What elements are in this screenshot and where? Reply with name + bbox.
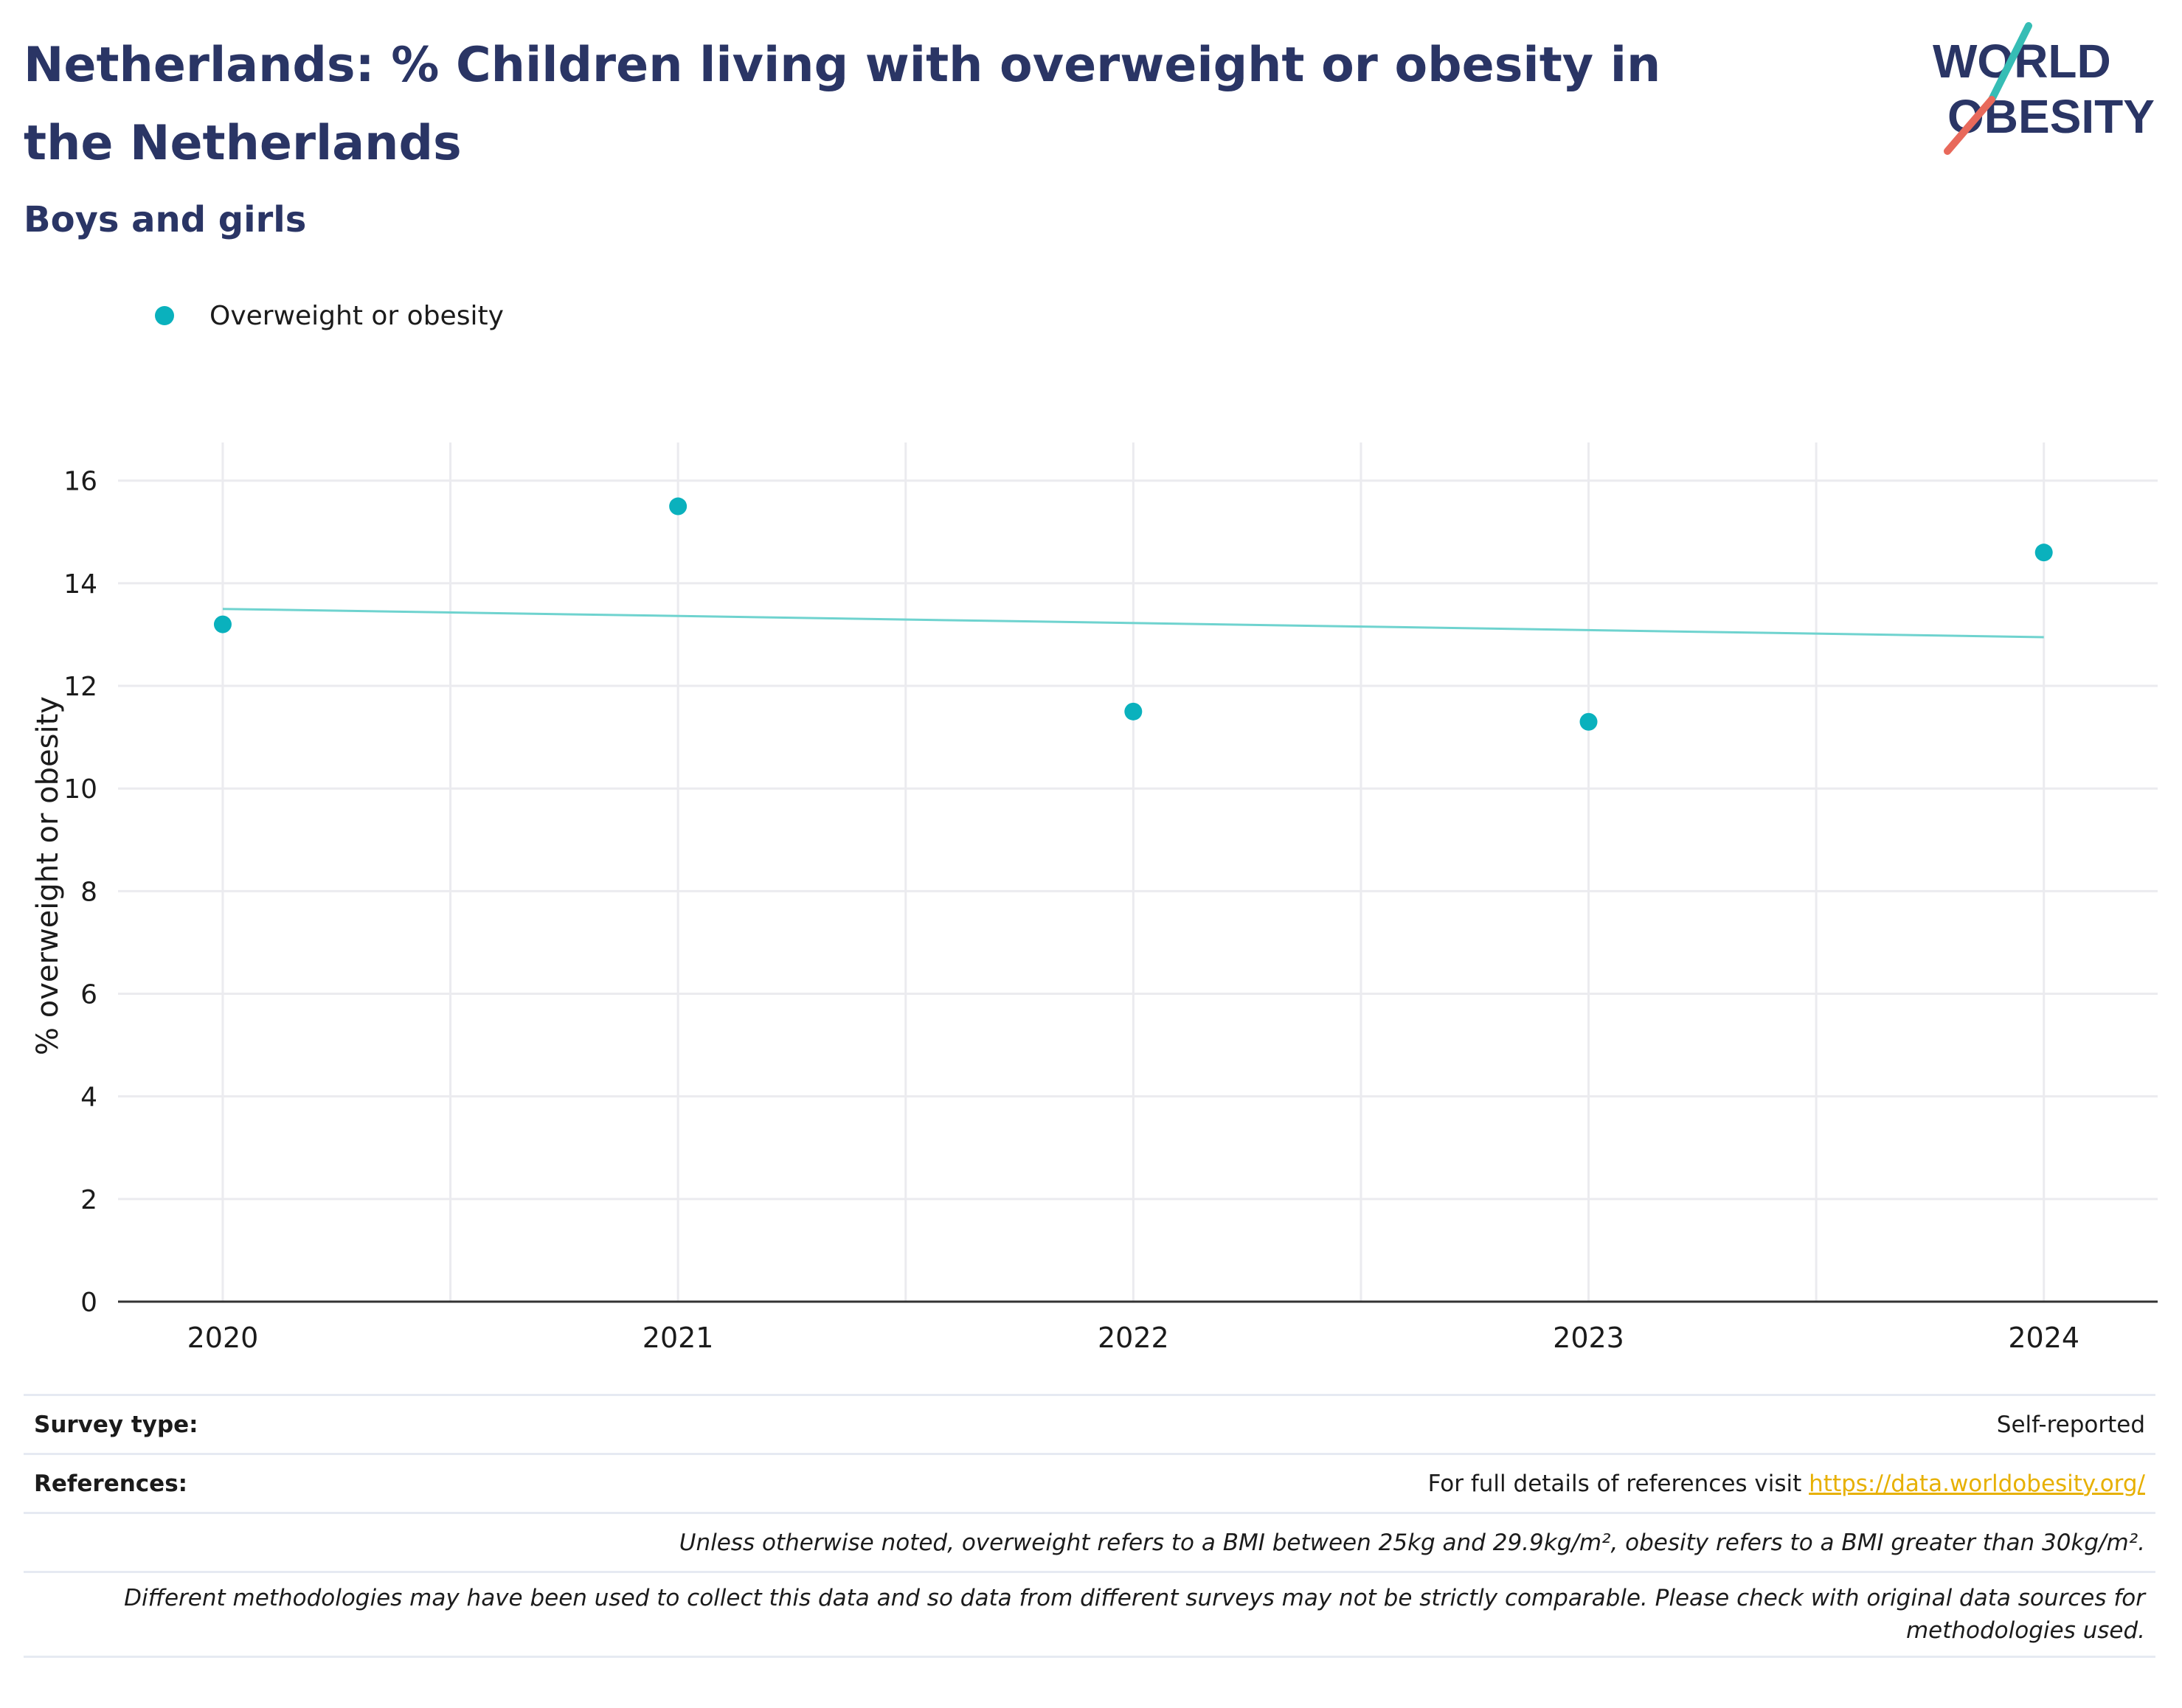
y-tick-label: 10 xyxy=(63,774,97,805)
y-axis-label: % overweight or obesity xyxy=(31,696,65,1055)
legend[interactable]: Overweight or obesity xyxy=(155,294,504,338)
references-label: References: xyxy=(34,1470,188,1497)
bmi-note-row: Unless otherwise noted, overweight refer… xyxy=(24,1512,2155,1571)
methods-note: Different methodologies may have been us… xyxy=(124,1585,2145,1644)
trendline xyxy=(222,608,2044,639)
legend-marker-icon xyxy=(155,306,174,325)
x-tick-label: 2023 xyxy=(1553,1322,1624,1354)
legend-label: Overweight or obesity xyxy=(209,300,504,331)
y-tick-label: 14 xyxy=(63,569,97,600)
y-tick-label: 8 xyxy=(80,877,97,907)
y-tick-label: 12 xyxy=(63,672,97,702)
survey-type-label: Survey type: xyxy=(34,1411,198,1438)
references-info: For full details of references visit htt… xyxy=(1428,1471,2145,1497)
x-tick-label: 2024 xyxy=(2008,1322,2079,1354)
chart-title: Netherlands: % Children living with over… xyxy=(24,38,1661,171)
data-point xyxy=(669,497,687,515)
survey-type-value: Self-reported xyxy=(1996,1411,2145,1438)
chart-subtitle: Boys and girls xyxy=(24,199,307,240)
x-tick-label: 2022 xyxy=(1098,1322,1169,1354)
scatter-chart: 0 2 4 6 8 10 12 14 16 2020 2021 2022 2023 2024 % overw… xyxy=(31,442,2158,1354)
methods-note-row: Different methodologies may have been us… xyxy=(24,1571,2155,1658)
data-point xyxy=(1579,712,1598,731)
y-tick-label: 6 xyxy=(80,980,97,1010)
y-tick-label: 16 xyxy=(63,467,97,497)
y-tick-label: 4 xyxy=(80,1083,97,1113)
x-tick-label: 2021 xyxy=(643,1322,714,1354)
y-tick-label: 0 xyxy=(80,1288,97,1318)
references-text: For full details of references visit xyxy=(1427,1470,1802,1497)
survey-type-row: Survey type: Self-reported xyxy=(24,1394,2155,1453)
references-row: References: For full details of referenc… xyxy=(24,1453,2155,1512)
data-point xyxy=(2034,544,2053,562)
y-tick-label: 2 xyxy=(80,1185,97,1215)
data-point xyxy=(1124,702,1143,721)
x-tick-label: 2020 xyxy=(187,1322,259,1354)
data-point xyxy=(213,615,232,633)
references-link[interactable]: https://data.worldobesity.org/ xyxy=(1809,1470,2145,1497)
footer-table: Survey type: Self-reported References: F… xyxy=(24,1394,2155,1658)
world-obesity-logo: WORLD OBESITY xyxy=(1933,22,2155,155)
bmi-note: Unless otherwise noted, overweight refer… xyxy=(679,1529,2145,1556)
